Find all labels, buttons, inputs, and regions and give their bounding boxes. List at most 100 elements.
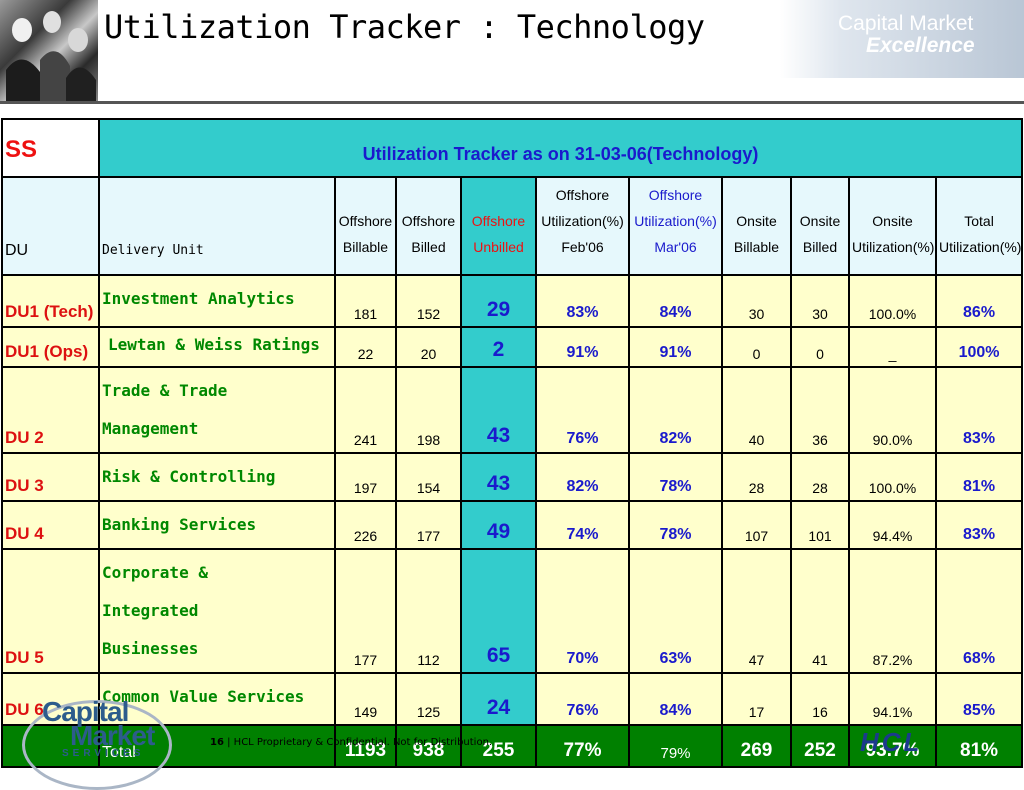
- table-row: DU1 (Ops) Lewtan & Weiss Ratings 22 20 2…: [1, 326, 1024, 368]
- total-util-mar: 79%: [628, 724, 723, 768]
- util-feb-cell: 74%: [535, 500, 630, 550]
- total-util-cell: 83%: [934, 500, 1024, 550]
- offshore-billed-cell: 154: [395, 452, 462, 502]
- col-header-offshore-util-mar: Offshore Utilization(%) Mar'06: [628, 176, 723, 276]
- onsite-billed-cell: 28: [790, 452, 850, 502]
- delivery-unit-cell: Banking Services: [98, 500, 336, 550]
- total-offshore-unbilled: 255: [460, 724, 537, 768]
- brand-line-2: Excellence: [866, 34, 975, 57]
- util-mar-cell: 91%: [628, 326, 723, 368]
- onsite-util-cell: 100.0%: [848, 452, 937, 502]
- table-row: DU 2 Trade & Trade Management 241 198 43…: [1, 366, 1024, 454]
- corner-label: SS: [1, 118, 100, 178]
- offshore-unbilled-cell: 29: [460, 274, 537, 328]
- col-header-onsite-billed: Onsite Billed: [790, 176, 850, 276]
- onsite-billed-cell: 0: [790, 326, 850, 368]
- onsite-billable-cell: 0: [721, 326, 792, 368]
- util-mar-cell: 78%: [628, 500, 723, 550]
- col-header-onsite-util: Onsite Utilization(%): [848, 176, 937, 276]
- total-overall-util: 81%: [934, 724, 1024, 768]
- onsite-util-cell: _: [848, 326, 937, 368]
- total-onsite-billed: 252: [790, 724, 850, 768]
- onsite-util-cell: 100.0%: [848, 274, 937, 328]
- offshore-unbilled-cell: 24: [460, 672, 537, 726]
- total-offshore-billed: 938: [395, 724, 462, 768]
- offshore-billed-cell: 20: [395, 326, 462, 368]
- page-number: 16: [210, 737, 224, 748]
- col-header-delivery-unit: Delivery Unit: [98, 176, 336, 276]
- confidential-note: HCL Proprietary & Confidential. Not for …: [233, 737, 493, 748]
- people-photo: [0, 0, 98, 102]
- onsite-util-cell: 94.4%: [848, 500, 937, 550]
- onsite-billable-cell: 47: [721, 548, 792, 674]
- onsite-billed-cell: 30: [790, 274, 850, 328]
- offshore-billed-cell: 112: [395, 548, 462, 674]
- delivery-unit-cell: Investment Analytics: [98, 274, 336, 328]
- delivery-unit-cell: Trade & Trade Management: [98, 366, 336, 454]
- du-cell: DU1 (Tech): [1, 274, 100, 328]
- table-row: DU1 (Tech) Investment Analytics 181 152 …: [1, 274, 1024, 328]
- slide-header: Utilization Tracker : Technology Capital…: [0, 0, 1024, 104]
- table-row: DU 5 Corporate & Integrated Businesses 1…: [1, 548, 1024, 674]
- total-util-feb: 77%: [535, 724, 630, 768]
- col-header-total-util: Total Utilization(%): [934, 176, 1024, 276]
- header-divider: [0, 101, 1024, 104]
- total-util-cell: 81%: [934, 452, 1024, 502]
- offshore-billable-cell: 241: [334, 366, 397, 454]
- table-row: DU 3 Risk & Controlling 197 154 43 82% 7…: [1, 452, 1024, 502]
- offshore-billable-cell: 149: [334, 672, 397, 726]
- util-mar-cell: 84%: [628, 672, 723, 726]
- onsite-billed-cell: 36: [790, 366, 850, 454]
- total-onsite-billable: 269: [721, 724, 792, 768]
- util-mar-cell: 63%: [628, 548, 723, 674]
- util-feb-cell: 83%: [535, 274, 630, 328]
- delivery-unit-cell: Corporate & Integrated Businesses: [98, 548, 336, 674]
- onsite-util-cell: 94.1%: [848, 672, 937, 726]
- hcl-logo: HCL: [860, 727, 923, 757]
- util-feb-cell: 76%: [535, 672, 630, 726]
- offshore-billable-cell: 181: [334, 274, 397, 328]
- du-cell: DU1 (Ops): [1, 326, 100, 368]
- total-offshore-billable: 1193: [334, 724, 397, 768]
- table-banner: Utilization Tracker as on 31-03-06(Techn…: [97, 118, 1024, 178]
- onsite-billed-cell: 101: [790, 500, 850, 550]
- brand-banner: [780, 0, 1024, 78]
- onsite-util-cell: 90.0%: [848, 366, 937, 454]
- util-feb-cell: 82%: [535, 452, 630, 502]
- du-cell: DU 3: [1, 452, 100, 502]
- offshore-billable-cell: 22: [334, 326, 397, 368]
- offshore-unbilled-cell: 49: [460, 500, 537, 550]
- util-mar-cell: 78%: [628, 452, 723, 502]
- total-util-cell: 86%: [934, 274, 1024, 328]
- footer-note: 16 | HCL Proprietary & Confidential. Not…: [210, 737, 492, 748]
- total-util-cell: 83%: [934, 366, 1024, 454]
- column-header-row: DU Delivery Unit Offshore Billable Offsho…: [1, 176, 1024, 276]
- offshore-billed-cell: 152: [395, 274, 462, 328]
- footer-separator: |: [227, 737, 231, 748]
- util-feb-cell: 76%: [535, 366, 630, 454]
- logo-text-market: Market: [70, 720, 155, 751]
- col-header-offshore-unbilled: Offshore Unbilled: [460, 176, 537, 276]
- delivery-unit-cell: Lewtan & Weiss Ratings: [98, 326, 336, 368]
- total-util-cell: 100%: [934, 326, 1024, 368]
- total-onsite-util: 93.7%: [848, 724, 937, 768]
- offshore-unbilled-cell: 43: [460, 452, 537, 502]
- total-util-cell: 68%: [934, 548, 1024, 674]
- col-header-offshore-billed: Offshore Billed: [395, 176, 462, 276]
- offshore-billed-cell: 198: [395, 366, 462, 454]
- offshore-billed-cell: 177: [395, 500, 462, 550]
- col-header-du: DU: [1, 176, 100, 276]
- page-title: Utilization Tracker : Technology: [104, 8, 705, 46]
- du-cell: DU 5: [1, 548, 100, 674]
- util-mar-cell: 84%: [628, 274, 723, 328]
- offshore-unbilled-cell: 2: [460, 326, 537, 368]
- col-header-onsite-billable: Onsite Billable: [721, 176, 792, 276]
- offshore-unbilled-cell: 43: [460, 366, 537, 454]
- table-row: DU 6 Common Value Services 149 125 24 76…: [1, 672, 1024, 726]
- brand-line-1: Capital Market: [838, 12, 974, 35]
- util-mar-cell: 82%: [628, 366, 723, 454]
- offshore-billable-cell: 226: [334, 500, 397, 550]
- col-header-offshore-billable: Offshore Billable: [334, 176, 397, 276]
- banner-row: SS Utilization Tracker as on 31-03-06(Te…: [1, 118, 1024, 178]
- onsite-billed-cell: 16: [790, 672, 850, 726]
